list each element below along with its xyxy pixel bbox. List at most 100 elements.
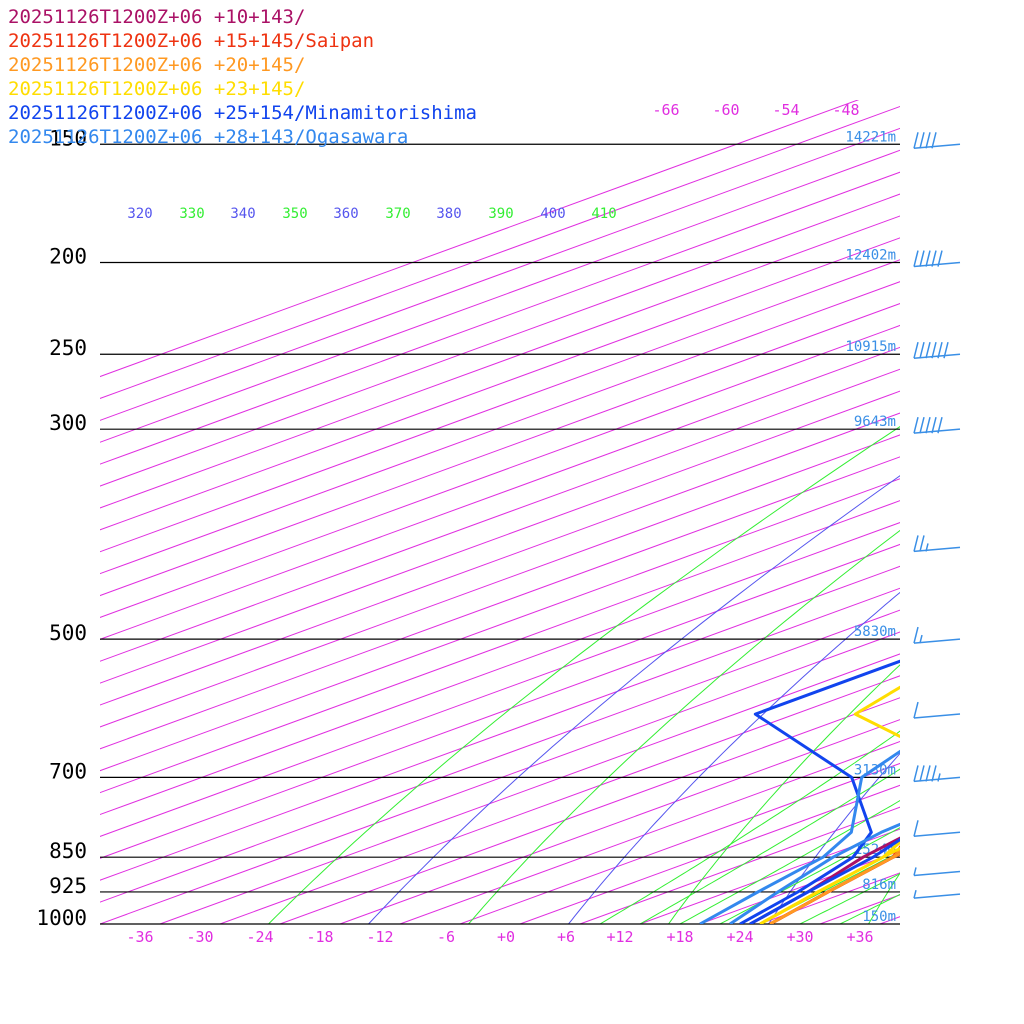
isotherm-line <box>100 368 900 662</box>
legend: 20251126T1200Z+06 +10+143/20251126T1200Z… <box>8 6 477 148</box>
temperature-tick-label: -18 <box>306 928 333 946</box>
wind-barb-staff <box>913 353 961 359</box>
wind-barb-staff <box>913 546 961 553</box>
wind-barb-flag <box>913 342 919 359</box>
wind-barb-flag <box>925 416 931 434</box>
wind-barb-flag <box>931 250 937 267</box>
isotherm-line <box>100 281 900 575</box>
temperature-tick-label: +6 <box>557 928 575 946</box>
isotherm-line <box>100 149 900 443</box>
wind-barb-flag <box>931 342 937 359</box>
pressure-label: 150 <box>49 126 87 150</box>
isotherm-line <box>100 412 900 706</box>
isotherm-line <box>100 100 860 378</box>
wind-barb-flag <box>925 342 931 359</box>
legend-entry: 20251126T1200Z+06 +15+145/Saipan <box>8 30 374 52</box>
theta-label: 370 <box>385 206 410 222</box>
isotherm-line <box>100 587 900 881</box>
wind-barb-flag <box>919 535 925 552</box>
isotherm-line <box>100 390 900 684</box>
height-label: 12402m <box>845 248 896 264</box>
isotherm-line <box>100 237 900 531</box>
isotherm-line <box>100 565 900 859</box>
height-label: 9643m <box>854 414 896 430</box>
wind-barb-flag <box>931 416 937 434</box>
temperature-tick-label: +30 <box>786 928 813 946</box>
adiabat-line <box>568 591 900 924</box>
sounding-profiles <box>699 659 900 924</box>
theta-labels: 310 320 330 340 350 360 370 380 390 400 410 <box>100 206 617 222</box>
wind-barb <box>913 416 961 434</box>
pressure-label: 500 <box>49 621 87 645</box>
wind-barb-flag <box>937 250 943 267</box>
pressure-label: 200 <box>49 245 87 269</box>
adiabat-line <box>468 529 900 924</box>
isotherm-line <box>100 346 900 640</box>
moist-adiabat-line <box>719 827 900 924</box>
legend-entry: 20251126T1200Z+06 +25+154/Minamitorishim… <box>8 102 477 124</box>
temperature-tick-label: +24 <box>726 928 753 946</box>
wind-barb <box>913 820 961 838</box>
temperature-tick-label: -36 <box>126 928 153 946</box>
wind-barb-staff <box>913 428 961 434</box>
wind-barb-flag <box>919 132 925 149</box>
isobar-grid <box>100 143 900 925</box>
legend-entry: 20251126T1200Z+06 +28+143/Ogasawara <box>8 126 408 148</box>
dewpoint-line-0 <box>749 836 900 924</box>
wind-barb <box>913 626 961 644</box>
isotherm-line <box>100 324 900 618</box>
wind-barb-flag <box>919 342 925 359</box>
temperature-tick-label: -30 <box>186 928 213 946</box>
isotherm-line <box>519 784 900 924</box>
isotherm-line <box>459 762 900 924</box>
pressure-label: 250 <box>49 336 87 360</box>
temperature-tick-label: -12 <box>366 928 393 946</box>
wind-barb-flag <box>925 765 931 782</box>
pressure-label: 1000 <box>36 906 87 930</box>
height-label: 3130m <box>854 762 896 778</box>
wind-barbs <box>913 132 961 899</box>
wind-barb-half-flag <box>913 867 917 876</box>
wind-barb-flag <box>913 132 919 149</box>
dewpoint-line-4 <box>739 659 900 924</box>
wind-barb-flag <box>931 132 937 149</box>
wind-barb <box>913 889 961 899</box>
isotherm-line <box>100 478 900 772</box>
wind-barb-staff <box>913 893 961 899</box>
temperature-tick-label: -6 <box>437 928 455 946</box>
upper-temperature-tick-label: -54 <box>772 101 799 119</box>
moist-adiabat-line <box>679 800 900 924</box>
upper-temperature-tick-label: -48 <box>832 101 859 119</box>
isotherm-line <box>100 193 900 487</box>
legend-entry: 20251126T1200Z+06 +20+145/ <box>8 54 305 76</box>
wind-barb-staff <box>913 713 961 719</box>
isotherm-line <box>639 828 900 924</box>
isotherm-line <box>100 543 900 837</box>
isotherm-line <box>219 675 900 924</box>
wind-barb-staff <box>913 261 961 268</box>
wind-barb <box>913 342 961 359</box>
isotherm-line <box>339 719 900 924</box>
isotherm-line <box>100 105 900 399</box>
temperature-line-2 <box>769 851 900 924</box>
wind-barb-half-flag <box>913 889 917 899</box>
temperature-tick-label: +36 <box>846 928 873 946</box>
wind-barb-staff <box>913 638 961 644</box>
axis-labels: 10016590m15014221m20012402m25010915m3009… <box>36 101 896 946</box>
isotherm-line <box>100 500 900 794</box>
wind-barb-staff <box>913 870 961 877</box>
isotherm-line <box>100 609 900 903</box>
isotherm-line <box>100 434 900 728</box>
theta-label: 340 <box>230 206 255 222</box>
wind-barb-flag <box>919 416 925 434</box>
temperature-tick-label: +12 <box>606 928 633 946</box>
isotherm-line <box>399 740 900 924</box>
upper-temperature-tick-label: -60 <box>712 101 739 119</box>
temperature-line-0 <box>769 851 900 924</box>
theta-label: 400 <box>540 206 565 222</box>
pressure-label: 700 <box>49 759 87 783</box>
pressure-label: 300 <box>49 411 87 435</box>
temperature-tick-label: +0 <box>497 928 515 946</box>
adiabat-line <box>768 752 900 924</box>
